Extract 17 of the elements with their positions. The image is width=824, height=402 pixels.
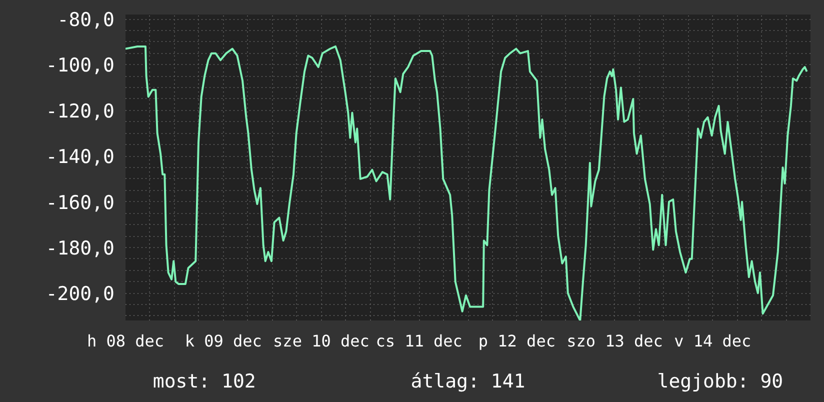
text: legjobb: 90 [657, 370, 784, 392]
x-tick-label: p 12 dec [478, 332, 556, 350]
text: most: 102 [152, 370, 256, 392]
y-tick-label: -140,0 [46, 146, 115, 168]
x-tick-label: sze 10 dec [273, 332, 370, 350]
x-tick-label: k 09 dec [184, 332, 262, 350]
text: átlag: 141 [410, 370, 526, 392]
y-tick-label: -100,0 [46, 54, 115, 77]
x-tick-label: cs 11 dec [376, 332, 462, 350]
x-tick-label: v 14 dec [674, 332, 752, 350]
y-tick-label: -80,0 [57, 9, 115, 32]
y-tick-label: -180,0 [46, 237, 115, 260]
x-tick-label: szo 13 dec [566, 332, 663, 350]
x-tick-label: h 08 dec [86, 332, 164, 350]
y-tick-label: -200,0 [46, 283, 115, 306]
y-tick-label: -120,0 [46, 100, 115, 122]
y-tick-label: -160,0 [46, 192, 115, 214]
